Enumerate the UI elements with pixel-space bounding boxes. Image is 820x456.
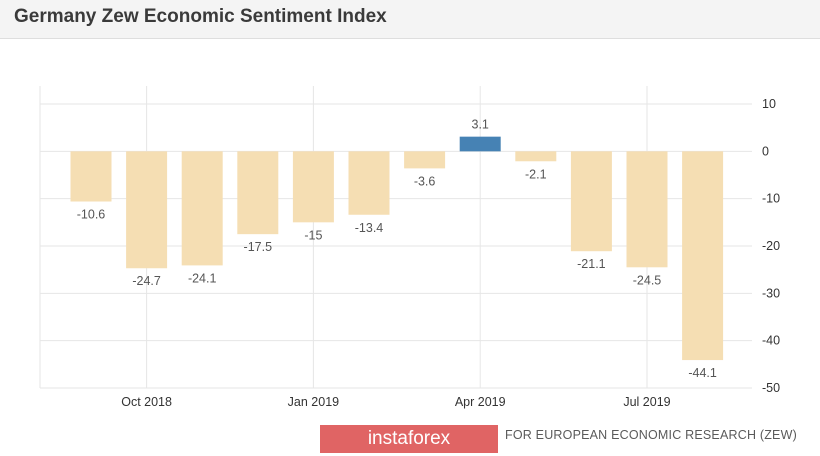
y-tick-label: -10 [762, 192, 780, 206]
bar-value-label: -17.5 [244, 240, 273, 254]
x-tick-label: Apr 2019 [455, 395, 506, 409]
bar [348, 151, 390, 215]
bar [626, 151, 668, 268]
bar [237, 151, 279, 235]
bar [459, 136, 501, 152]
bar [404, 151, 446, 169]
bar-value-label: -21.1 [577, 257, 606, 271]
bar-value-label: 3.1 [472, 118, 489, 132]
bar-value-label: -44.1 [688, 366, 717, 380]
x-tick-label: Jul 2019 [623, 395, 670, 409]
source-text: FOR EUROPEAN ECONOMIC RESEARCH (ZEW) [505, 428, 797, 442]
chart-title: Germany Zew Economic Sentiment Index [14, 6, 387, 27]
bar-value-label: -24.7 [132, 274, 161, 288]
y-tick-label: -30 [762, 286, 780, 300]
bar-value-label: -2.1 [525, 167, 547, 181]
bar-value-label: -3.6 [414, 174, 436, 188]
bar [570, 151, 612, 252]
bar-value-label: -24.5 [633, 273, 662, 287]
y-tick-label: 10 [762, 97, 776, 111]
y-tick-label: -20 [762, 239, 780, 253]
bar [126, 151, 168, 269]
bar [70, 151, 112, 202]
title-bar: Germany Zew Economic Sentiment Index [0, 0, 820, 39]
y-tick-label: 0 [762, 144, 769, 158]
bar [181, 151, 223, 266]
bar [292, 151, 334, 223]
instaforex-watermark: instaforex [320, 425, 498, 453]
x-tick-label: Oct 2018 [121, 395, 172, 409]
bar-value-label: -24.1 [188, 271, 217, 285]
y-tick-label: -40 [762, 334, 780, 348]
bar-value-label: -13.4 [355, 221, 384, 235]
bar [515, 151, 557, 162]
y-tick-label: -50 [762, 381, 780, 395]
bar [682, 151, 724, 361]
x-tick-label: Jan 2019 [288, 395, 339, 409]
bar-value-label: -15 [304, 228, 322, 242]
bar-value-label: -10.6 [77, 208, 106, 222]
